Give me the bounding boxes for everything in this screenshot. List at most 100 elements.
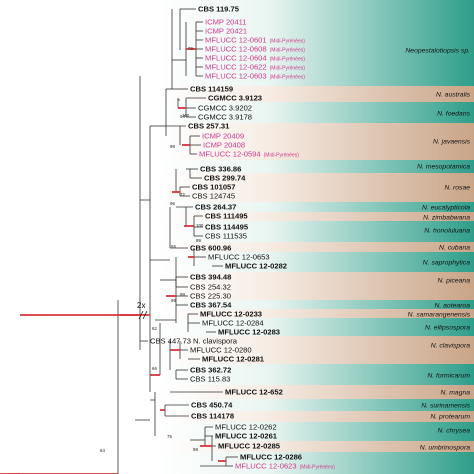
taxon-label: CBS 362.72 (190, 366, 231, 375)
taxon-label: CBS 264.37 (195, 203, 236, 212)
taxon-label: MFLUCC 12-0608 (Midi-Pyrénées) (205, 45, 305, 54)
clade-band (160, 452, 474, 474)
clade-band (160, 0, 474, 86)
clade-band (160, 221, 474, 242)
taxon-label: CBS 101057 (192, 183, 235, 192)
taxon-label: CBS 225.30 (190, 292, 231, 301)
taxon-label: ICMP 20411 (205, 18, 247, 27)
taxon-label: MFLUCC 12-0604 (Midi-Pyrénées) (205, 54, 305, 63)
clade-band (160, 364, 474, 385)
taxon-label: CBS 115.83 (190, 375, 230, 384)
clade-name: N. ellipsospora (425, 325, 470, 332)
tree-branches (0, 8, 238, 474)
support-values: 79 94 98 100 96 72 55 100 99 99 99 62 66 64 75 99 (100, 46, 204, 453)
support-value: 98 (170, 144, 175, 149)
support-value: 94 (180, 114, 185, 119)
support-value: 99 (180, 292, 185, 297)
scale-label: 2x (137, 301, 145, 310)
taxon-label: CBS 124745 (192, 192, 235, 201)
clade-band (160, 309, 474, 318)
support-value: 75 (167, 434, 172, 439)
support-value: 55 (171, 244, 176, 249)
clade-band (160, 272, 474, 300)
taxon-label: CBS 394.48 (190, 273, 231, 282)
support-value: 64 (100, 448, 105, 453)
clade-band (160, 160, 474, 173)
support-value: 100 (182, 113, 190, 118)
taxon-label: MFLUCC 12-0261 (215, 432, 278, 441)
clade-band (160, 336, 474, 364)
clade-band (160, 441, 474, 452)
break-mark (138, 310, 144, 320)
taxon-label: CBS 336.86 (200, 165, 241, 174)
clade-name: N. piceana (438, 278, 471, 285)
clade-name: N. umbrinospora (420, 445, 470, 452)
clade-name: N. australis (436, 92, 471, 99)
clade-name: N. foedans (437, 111, 470, 118)
scale-marker: 2x (137, 301, 148, 320)
clade-band (160, 212, 474, 221)
clade-name: N. javaensis (433, 139, 471, 146)
taxon-label: MFLUCC 12-0280 (190, 346, 252, 355)
support-value: 72 (180, 192, 185, 197)
clade-band (160, 318, 474, 336)
taxon-label: MFLUCC 12-0601 (Midi-Pyrénées) (205, 36, 305, 45)
taxon-label: MFLUCC 12-0262 (215, 423, 277, 432)
clade-name: N. protearum (430, 414, 470, 421)
clade-name: N. saprophytica (423, 260, 470, 267)
clade-band (160, 252, 474, 272)
taxon-label: CBS 254.32 (190, 283, 231, 292)
clade-name: N. samarangenensis (408, 312, 471, 319)
taxon-label: MFLUCC 12-0282 (225, 262, 287, 271)
taxon-label: CBS 600.96 (190, 244, 231, 253)
clade-band (160, 202, 474, 212)
clade-name: Neopestalotiopsis sp. (405, 48, 470, 55)
clade-name: N. cubana (439, 245, 470, 252)
taxon-label: MFLUCC 12-0285 (218, 442, 281, 451)
support-value: 96 (170, 201, 175, 206)
taxon-label: CBS 257.31 (188, 122, 230, 131)
taxon-label: CBS 114495 (205, 223, 249, 232)
taxon-label: CBS 119.75 (198, 5, 240, 14)
clade-name: N. chrysea (438, 428, 471, 435)
taxon-label: ICMP 20421 (205, 27, 247, 36)
clade-band (160, 385, 474, 399)
taxon-label: MFLUCC 12-0284 (202, 319, 264, 328)
taxon-label: CGMCC 3.9123 (208, 94, 262, 103)
clade-name: N. formicarum (427, 373, 470, 380)
taxon-label: ICMP 20409 (202, 132, 244, 141)
clade-name: N. rosae (444, 185, 470, 192)
taxon-label: MFLUCC 12-0286 (240, 453, 302, 462)
break-mark (142, 310, 148, 320)
clade-band (160, 173, 474, 202)
taxon-label: CGMCC 3.9202 (198, 104, 252, 113)
clade-name: N. clavispora (431, 343, 471, 350)
taxon-label: CGMCC 3.9178 (198, 113, 252, 122)
clade-name: N. honoluluana (424, 228, 470, 235)
clade-band (160, 86, 474, 102)
taxon-label: MFLUCC 12-0603 (Midi-Pyrénées) (205, 72, 305, 81)
taxon-label: CBS 447.73 N. clavispora (150, 337, 238, 346)
support-value: 62 (152, 326, 157, 331)
clade-band (160, 399, 474, 411)
clade-name: N. mesopotamica (417, 164, 470, 171)
taxon-label: CBS 114159 (190, 85, 233, 94)
taxon-label: CBS 114178 (191, 412, 234, 421)
clade-name: N. surinamensis (421, 403, 470, 410)
clade-bands (160, 0, 474, 474)
taxon-label: MFLUCC 12-652 (225, 388, 283, 397)
clade-band (160, 300, 474, 309)
support-value: 99 (193, 447, 198, 452)
taxon-label: CBS 111495 (205, 212, 248, 221)
taxon-label: CBS 367.54 (190, 301, 232, 310)
taxon-label: MFLUCC 12-0622 (Midi-Pyrénées) (205, 63, 305, 72)
clade-name: N. zimbabwana (423, 215, 470, 222)
clade-name: N. aotearoa (434, 303, 470, 310)
taxon-label: MFLUCC 12-0233 (200, 310, 262, 319)
support-value: 66 (152, 366, 157, 371)
taxon-label: CBS 450.74 (191, 401, 233, 410)
clade-names: Neopestalotiopsis sp. N. australis N. foed… (405, 48, 470, 452)
taxon-label: MFLUCC 12-0594 (Midi-Pyrénées) (199, 150, 299, 159)
taxon-label: CBS 111535 (205, 232, 247, 241)
